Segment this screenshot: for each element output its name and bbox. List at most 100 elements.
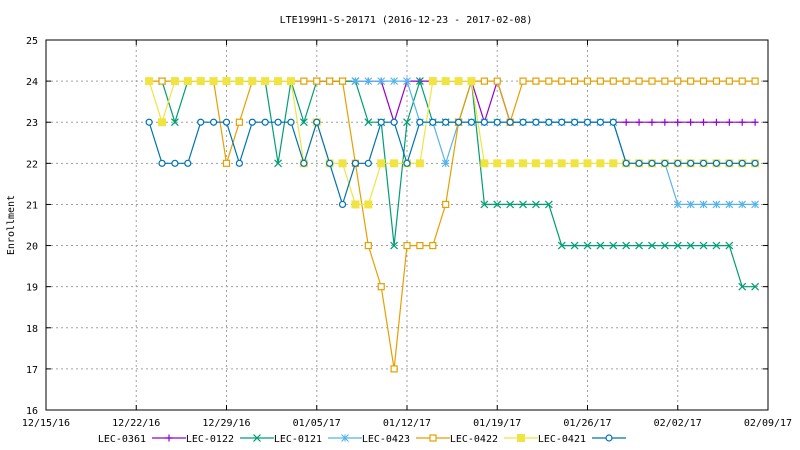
data-point xyxy=(170,77,179,86)
data-point xyxy=(622,77,630,85)
data-point xyxy=(738,118,746,126)
data-point xyxy=(403,77,411,86)
data-point xyxy=(235,118,243,126)
data-point xyxy=(609,77,617,85)
data-point xyxy=(725,159,733,167)
data-point xyxy=(609,241,618,250)
data-point xyxy=(300,77,308,85)
data-point xyxy=(725,241,734,250)
data-point xyxy=(261,77,270,86)
data-point xyxy=(415,77,424,86)
legend: LEC-0361 LEC-0122 LEC-0121 LEC-0423 LEC-0422… xyxy=(98,434,626,445)
y-tick-label: 23 xyxy=(26,118,38,129)
data-point xyxy=(286,77,295,86)
y-tick-label: 21 xyxy=(26,200,38,211)
y-tick-label: 16 xyxy=(26,406,38,417)
data-point xyxy=(442,118,450,126)
data-point xyxy=(171,118,179,127)
data-point xyxy=(531,159,540,168)
legend-item-lec-0421: LEC-0421 xyxy=(538,434,626,445)
data-point xyxy=(712,77,721,85)
y-tick-label: 18 xyxy=(26,324,38,335)
legend-label: LEC-0121 xyxy=(274,434,322,445)
data-point xyxy=(699,159,708,167)
data-point xyxy=(390,118,398,126)
data-point xyxy=(326,77,334,85)
data-point xyxy=(648,241,656,250)
data-point xyxy=(517,434,525,442)
data-point xyxy=(313,77,321,85)
data-point xyxy=(364,118,373,127)
x-tick-label: 01/26/17 xyxy=(563,418,611,429)
data-point xyxy=(377,159,386,168)
data-point xyxy=(557,159,566,168)
data-point xyxy=(700,118,708,126)
data-point xyxy=(480,118,488,126)
data-point xyxy=(725,200,734,209)
data-point xyxy=(480,77,488,85)
data-point xyxy=(558,118,566,126)
y-tick-label: 17 xyxy=(26,365,38,376)
data-point xyxy=(158,77,166,85)
data-point xyxy=(403,159,411,167)
data-point xyxy=(635,159,643,167)
data-point xyxy=(519,200,527,209)
x-tick-label: 12/15/16 xyxy=(22,418,70,429)
data-point xyxy=(622,241,631,250)
data-point xyxy=(674,118,682,126)
data-point xyxy=(699,77,708,85)
data-point xyxy=(467,118,476,126)
data-point xyxy=(235,77,244,86)
data-point xyxy=(235,159,243,167)
data-point xyxy=(583,77,592,85)
data-point xyxy=(364,241,372,250)
data-point xyxy=(738,77,746,85)
data-point xyxy=(390,77,398,86)
data-point xyxy=(661,118,669,126)
data-point xyxy=(686,241,695,250)
data-point xyxy=(165,434,173,442)
data-point xyxy=(609,159,618,168)
data-point xyxy=(596,77,604,85)
series-lec-0421 xyxy=(145,118,759,209)
data-point xyxy=(738,200,747,209)
legend-label: LEC-0361 xyxy=(98,434,146,445)
data-point xyxy=(622,118,630,126)
data-point xyxy=(544,200,553,209)
data-point xyxy=(428,77,437,86)
y-axis-label: Enrollment xyxy=(6,195,17,255)
data-point xyxy=(338,77,347,85)
data-point xyxy=(674,77,682,85)
chart-title: LTE199H1-S-20171 (2016-12-23 - 2017-02-0… xyxy=(280,15,533,26)
data-point xyxy=(635,118,643,126)
data-point xyxy=(209,77,218,86)
data-point xyxy=(313,118,321,126)
data-point xyxy=(699,200,708,209)
data-point xyxy=(493,200,502,209)
data-point xyxy=(493,77,501,85)
data-point xyxy=(519,118,527,126)
legend-label: LEC-0423 xyxy=(362,434,410,445)
y-tick-label: 20 xyxy=(26,242,38,253)
data-point xyxy=(622,159,630,167)
data-point xyxy=(673,241,682,250)
data-point xyxy=(751,282,760,291)
x-tick-label: 01/05/17 xyxy=(293,418,341,429)
data-point xyxy=(377,283,385,291)
data-point xyxy=(145,77,154,86)
data-point xyxy=(253,434,261,442)
data-point xyxy=(441,77,450,86)
data-point xyxy=(635,77,643,85)
data-point xyxy=(341,434,349,442)
legend-item-lec-0423: LEC-0423 xyxy=(362,434,450,445)
legend-item-lec-0121: LEC-0121 xyxy=(274,434,362,445)
data-point xyxy=(390,159,399,168)
data-point xyxy=(583,159,592,168)
data-point xyxy=(712,200,721,209)
data-point xyxy=(415,159,424,168)
data-point xyxy=(364,200,373,209)
x-tick-label: 01/12/17 xyxy=(383,418,431,429)
data-point xyxy=(351,77,360,86)
y-tick-label: 24 xyxy=(26,77,38,88)
